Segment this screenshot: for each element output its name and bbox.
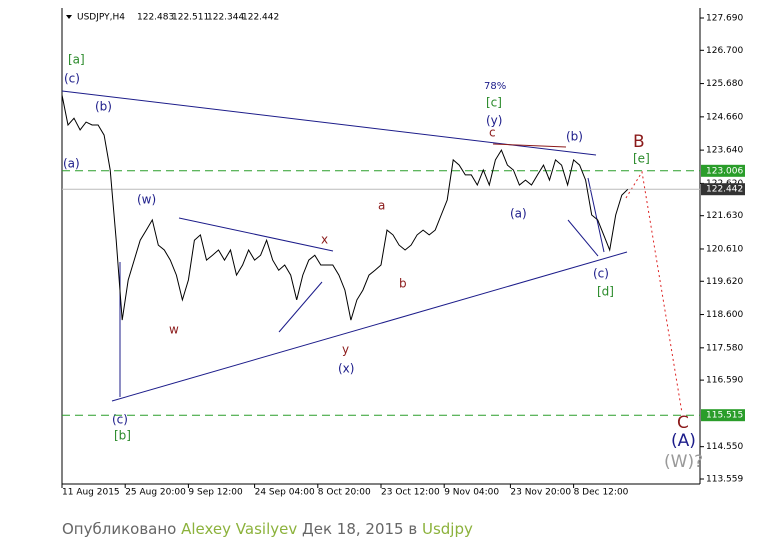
x-tick-label: 9 Nov 04:00	[444, 488, 499, 498]
wave-label: (b)	[95, 100, 112, 114]
wave-label: x	[321, 233, 328, 247]
wave-label: [b]	[114, 429, 131, 443]
y-tick-label: 119.620	[706, 277, 743, 287]
wave-label: (c)	[112, 413, 128, 427]
y-tick-label: 121.630	[706, 211, 743, 221]
ohlc: 122.442	[242, 13, 279, 23]
ohlc: 122.511	[172, 13, 209, 23]
wave-label: (c)	[593, 267, 609, 281]
projection	[625, 170, 683, 414]
x-tick-label: 23 Nov 20:00	[510, 488, 571, 498]
y-tick-label: 114.550	[706, 442, 743, 452]
author-link[interactable]: Alexey Vasilyev	[181, 520, 298, 538]
ohlc: 122.344	[207, 13, 244, 23]
wave-label: (a)	[510, 207, 527, 221]
y-tick-label: 125.680	[706, 79, 743, 89]
wave-label: [a]	[68, 53, 85, 67]
wave-label: [d]	[597, 285, 614, 299]
wave-label: [e]	[633, 152, 650, 166]
y-tick-label: 116.590	[706, 376, 743, 386]
last-price-marker	[701, 183, 745, 196]
chart: USDJPY,H4 122.483 122.511 122.344 122.44…	[61, 8, 745, 498]
date: Дек 18, 2015 в	[302, 520, 418, 538]
x-tick-label: 11 Aug 2015	[62, 488, 120, 498]
y-tick-label: 124.660	[706, 112, 743, 122]
x-tick-label: 8 Dec 12:00	[574, 488, 629, 498]
wave-label: b	[399, 277, 407, 291]
footer: Опубликовано Alexey Vasilyev Дек 18, 201…	[62, 520, 473, 538]
y-tick-label: 117.580	[706, 343, 743, 353]
level-marker	[701, 409, 745, 422]
wave-label: (c)	[64, 72, 80, 86]
x-tick-label: 8 Oct 20:00	[318, 488, 371, 498]
menu-arrow	[66, 15, 72, 19]
x-tick-label: 24 Sep 04:00	[255, 488, 315, 498]
published: Опубликовано	[62, 520, 177, 538]
y-tick-label: 126.700	[706, 46, 743, 56]
wave-label: (W)?	[664, 452, 703, 472]
last-price-label: 122.442	[706, 185, 743, 195]
x-tick-label: 23 Oct 12:00	[381, 488, 440, 498]
wave-label: (x)	[338, 362, 354, 376]
level-marker	[701, 164, 745, 177]
x-tick-label: 9 Sep 12:00	[188, 488, 243, 498]
wave-label: w	[169, 323, 179, 337]
wave-label: y	[342, 343, 349, 357]
wave-label: C	[677, 413, 689, 433]
wave-label: 78%	[484, 81, 506, 92]
red-line	[492, 143, 567, 148]
symbol-link[interactable]: Usdjpy	[421, 520, 473, 538]
wave-label: B	[633, 132, 645, 152]
wave-label: (w)	[137, 193, 156, 207]
wave-label: [c]	[486, 96, 502, 110]
wave-label: (A)	[671, 431, 696, 451]
y-tick-label: 127.690	[706, 14, 743, 24]
annotations: [a] (c) (b) (a) (w) w (c) [b] x y (x) a …	[63, 53, 703, 473]
y-tick-label: 113.559	[706, 475, 743, 485]
wave-label: (y)	[486, 114, 502, 128]
ohlc: 122.483	[137, 13, 174, 23]
y-tick-label: 123.640	[706, 146, 743, 156]
price-line	[61, 94, 629, 321]
wave-label: (a)	[63, 157, 80, 171]
level-label: 123.006	[706, 166, 743, 176]
symbol: USDJPY,H4	[77, 13, 125, 23]
wave-label: (b)	[566, 130, 583, 144]
wave-label: a	[378, 199, 385, 213]
wave-label: c	[489, 126, 496, 140]
y-tick-label: 120.610	[706, 244, 743, 254]
level-label: 115.515	[706, 411, 743, 421]
y-tick-label: 118.600	[706, 310, 743, 320]
x-tick-label: 25 Aug 20:00	[125, 488, 186, 498]
